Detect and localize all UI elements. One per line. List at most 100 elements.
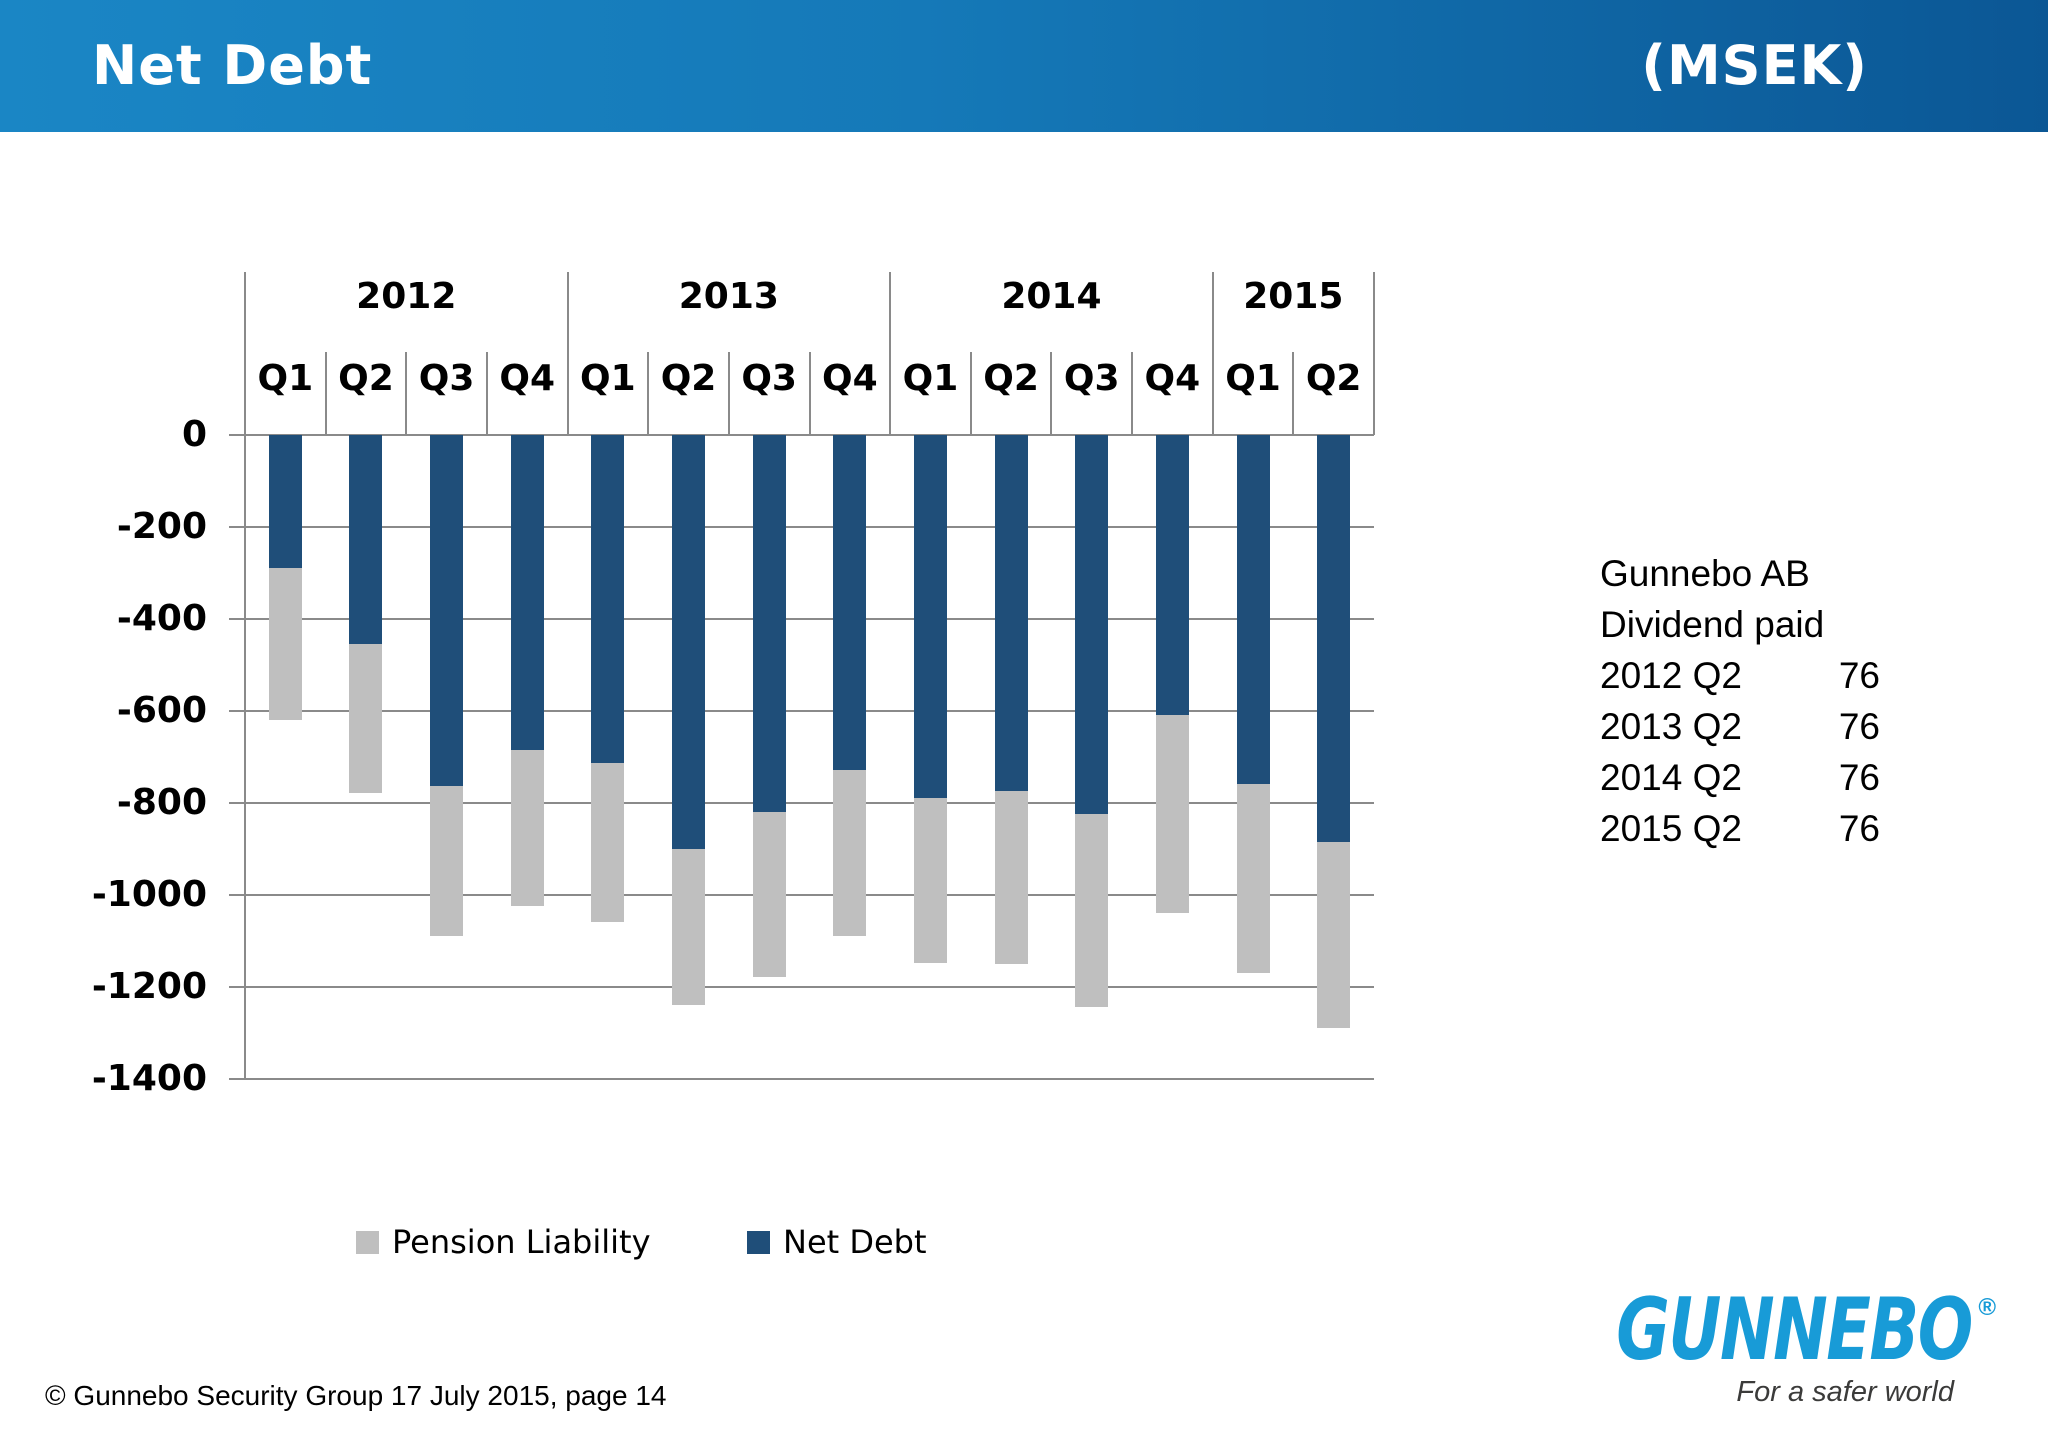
- quarter-label: Q1: [902, 358, 959, 399]
- quarter-separator: [1292, 352, 1295, 435]
- quarter-separator: [485, 352, 488, 435]
- y-axis-tick: [229, 893, 245, 896]
- y-axis-tick: [229, 525, 245, 528]
- y-tick-label: -200: [116, 505, 207, 547]
- bar-pension-liability: [430, 786, 464, 936]
- registered-trademark-icon: ®: [1978, 1294, 1996, 1321]
- bar-pension-liability: [994, 791, 1028, 964]
- bar-pension-liability: [591, 763, 625, 923]
- quarter-separator: [647, 352, 650, 435]
- bar-pension-liability: [349, 643, 383, 794]
- dividend-value: 76: [1838, 655, 1880, 696]
- dividend-row: 2013 Q2 76: [1600, 701, 1880, 752]
- quarter-separator: [969, 352, 972, 435]
- dividend-row: 2014 Q2 76: [1600, 752, 1880, 803]
- bar-net-debt: [591, 434, 625, 764]
- gridline: [245, 709, 1374, 712]
- y-axis-tick: [229, 709, 245, 712]
- quarter-label: Q2: [983, 358, 1039, 399]
- logo-wordmark: GUNNEBO: [1616, 1280, 1973, 1380]
- bar-pension-liability: [913, 797, 947, 964]
- bar-net-debt: [994, 434, 1028, 791]
- y-tick-label: -1000: [91, 873, 207, 915]
- bar-pension-liability: [510, 749, 544, 906]
- y-tick-label: -600: [116, 689, 207, 731]
- dividend-period: 2014 Q2: [1600, 757, 1742, 798]
- year-separator: [1211, 272, 1214, 435]
- logo-wordmark-line: GUNNEBO ®: [1504, 1280, 1996, 1380]
- year-label: 2012: [356, 276, 457, 317]
- dividend-row: 2012 Q2 76: [1600, 650, 1880, 701]
- y-axis-tick: [229, 985, 245, 988]
- gridline: [245, 1077, 1374, 1080]
- bar-net-debt: [1236, 434, 1270, 785]
- year-label: 2013: [678, 276, 779, 317]
- quarter-separator: [324, 352, 327, 435]
- bar-pension-liability: [672, 848, 706, 1005]
- bar-pension-liability: [1317, 841, 1351, 1028]
- quarter-label: Q1: [580, 358, 636, 399]
- net-debt-swatch: [747, 1231, 770, 1254]
- quarter-label: Q4: [499, 358, 556, 399]
- bar-net-debt: [510, 434, 544, 750]
- dividend-period: 2012 Q2: [1600, 655, 1742, 696]
- year-label: 2015: [1243, 276, 1344, 317]
- quarter-label: Q3: [418, 358, 475, 399]
- dividend-panel: Gunnebo AB Dividend paid 2012 Q2 76 2013 Q…: [1600, 548, 1880, 854]
- dividend-value: 76: [1838, 706, 1880, 747]
- logo-tagline: For a safer world: [1736, 1376, 1954, 1408]
- gridline: [245, 801, 1374, 804]
- gridline: [245, 893, 1374, 896]
- bar-net-debt: [833, 434, 867, 771]
- gunnebo-logo: GUNNEBO ® For a safer world: [1504, 1280, 1996, 1409]
- bar-net-debt: [752, 434, 786, 812]
- year-separator: [889, 272, 892, 435]
- quarter-label: Q3: [741, 358, 797, 399]
- quarter-label: Q4: [1144, 358, 1201, 399]
- y-tick-label: -1400: [91, 1057, 207, 1099]
- quarter-separator: [405, 352, 408, 435]
- bar-pension-liability: [268, 567, 302, 720]
- gridline: [245, 617, 1374, 620]
- bar-pension-liability: [752, 811, 786, 978]
- quarter-label: Q4: [821, 358, 878, 399]
- quarter-separator: [1050, 352, 1053, 435]
- quarter-label: Q1: [257, 358, 314, 399]
- dividend-value: 76: [1838, 757, 1880, 798]
- bar-net-debt: [1317, 434, 1351, 842]
- bar-net-debt: [672, 434, 706, 849]
- gridline: [245, 525, 1374, 528]
- dividend-panel-title: Gunnebo AB: [1600, 553, 1810, 594]
- bar-net-debt: [1155, 434, 1189, 716]
- slide-header: Net Debt (MSEK): [0, 0, 2048, 132]
- bar-net-debt: [349, 434, 383, 644]
- dividend-value: 76: [1838, 808, 1880, 849]
- quarter-label: Q2: [660, 358, 717, 399]
- bar-net-debt: [430, 434, 464, 787]
- y-axis-tick: [229, 433, 245, 436]
- quarter-label: Q2: [338, 358, 394, 399]
- y-axis-tick: [229, 1077, 245, 1080]
- y-tick-label: -400: [116, 597, 207, 639]
- dividend-row: 2015 Q2 76: [1600, 803, 1880, 854]
- net-debt-legend-label: Net Debt: [783, 1223, 927, 1261]
- pension-liability-legend-label: Pension Liability: [392, 1223, 651, 1261]
- y-tick-label: -800: [116, 781, 207, 823]
- quarter-label: Q1: [1225, 358, 1281, 399]
- quarter-separator: [808, 352, 811, 435]
- bar-net-debt: [913, 434, 947, 798]
- y-axis-tick: [229, 617, 245, 620]
- bar-pension-liability: [1236, 784, 1270, 973]
- dividend-rows: 2012 Q2 76 2013 Q2 76 2014 Q2 76 2015 Q2 76: [1600, 650, 1880, 854]
- quarter-label: Q2: [1305, 358, 1362, 399]
- year-separator: [1373, 272, 1375, 435]
- footer-copyright: © Gunnebo Security Group 17 July 2015, p…: [45, 1380, 667, 1411]
- dividend-panel-subtitle: Dividend paid: [1600, 604, 1825, 645]
- bar-pension-liability: [1075, 814, 1109, 1008]
- y-tick-label: 0: [181, 413, 207, 455]
- dividend-period: 2013 Q2: [1600, 706, 1742, 747]
- bar-pension-liability: [1155, 715, 1189, 913]
- bar-net-debt: [268, 434, 302, 568]
